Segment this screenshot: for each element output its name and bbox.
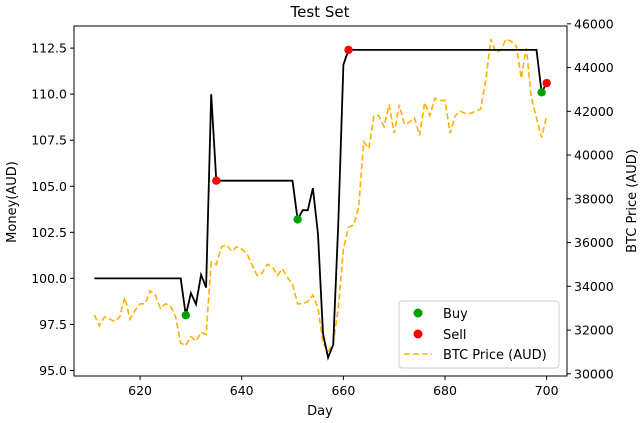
y-left-tick-label: 100.0 [31,271,67,286]
x-tick-label: 700 [535,383,559,398]
y-left-tick-label: 97.5 [39,317,67,332]
x-tick-label: 680 [433,383,457,398]
x-tick-label: 620 [128,383,152,398]
legend-sell-marker [413,329,423,339]
y-right-tick-label: 30000 [574,366,614,381]
sell-marker [542,78,551,88]
money-line [94,49,548,361]
y-right-tick-label: 36000 [574,235,614,250]
x-axis-label: Day [307,404,333,419]
y-left-tick-label: 105.0 [31,179,67,194]
y-left-tick-label: 95.0 [39,363,67,378]
buy-marker [181,311,190,320]
legend-buy-label: Buy [443,307,468,322]
y-right-tick-label: 32000 [574,323,614,338]
y-right-tick-label: 38000 [574,191,614,206]
btc-price-line [93,38,548,354]
buy-marker [537,88,546,97]
y-right-tick-label: 46000 [574,16,614,31]
y-right-tick-label: 42000 [574,104,614,119]
legend-btc-label: BTC Price (AUD) [443,348,547,363]
y-left-tick-label: 107.5 [31,133,67,148]
legend: Buy Sell BTC Price (AUD) [398,300,560,369]
sell-marker [212,176,221,185]
y-right-tick-label: 34000 [574,279,614,294]
sell-marker [344,45,353,55]
y-right-tick-label: 40000 [574,148,614,163]
y-right-axis-label: BTC Price (AUD) [625,149,640,253]
x-tick-label: 660 [331,383,355,398]
legend-box [398,300,560,369]
y-left-axis-label: Money(AUD) [5,161,20,243]
legend-buy-marker [413,308,423,318]
plot-frame [73,25,568,377]
buy-marker [293,215,302,224]
y-left-tick-label: 112.5 [31,41,67,56]
y-right-tick-label: 44000 [574,60,614,75]
x-tick-label: 640 [230,383,254,398]
y-left-tick-label: 110.0 [31,87,67,102]
y-left-tick-label: 102.5 [31,225,67,240]
chart-title: Test Set [290,3,350,21]
legend-sell-label: Sell [443,328,466,343]
